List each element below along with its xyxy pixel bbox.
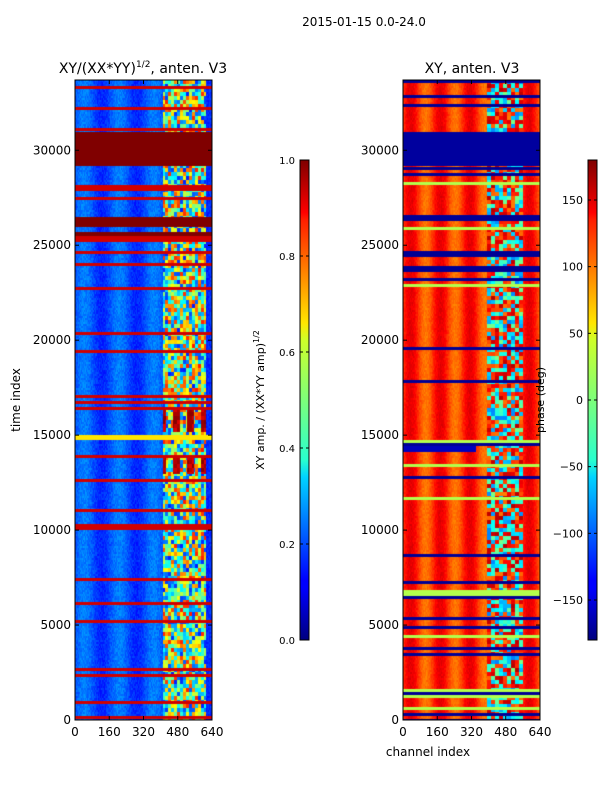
colorbar-tick-label: 1.0 [279, 156, 295, 167]
y-tick-label: 0 [63, 713, 71, 727]
y-tick-label: 15000 [361, 428, 399, 442]
phase-colorbar-label: phase (deg) [534, 367, 547, 433]
x-tick-label: 320 [460, 725, 483, 739]
colorbar-tick-label: 0.2 [279, 540, 295, 551]
colorbar-tick-label: 50 [569, 327, 583, 340]
colorbar-tick-label: 0.0 [279, 636, 295, 647]
y-tick-label: 20000 [33, 333, 71, 347]
amp-panel: XY/(XX*YY)1/2, anten. V3 0 160 320 480 640 0… [9, 60, 227, 739]
y-tick-label: 10000 [33, 523, 71, 537]
phase-colorbar-ticks: −150 −100 −50 0 50 100 150 [553, 194, 597, 607]
x-tick-label: 0 [71, 725, 79, 739]
x-tick-label: 160 [98, 725, 121, 739]
colorbar-tick-label: 100 [562, 261, 583, 274]
phase-panel: XY, anten. V3 0 160 320 480 640 0 5000 10000 15… [361, 61, 552, 759]
phase-y-ticks: 0 5000 10000 15000 20000 25000 30000 [361, 143, 540, 727]
amp-heatmap-raster [75, 80, 212, 720]
x-tick-label: 480 [494, 725, 517, 739]
y-tick-label: 0 [391, 713, 399, 727]
colorbar-tick-label: −50 [560, 461, 583, 474]
x-tick-label: 480 [166, 725, 189, 739]
amp-title: XY/(XX*YY)1/2, anten. V3 [59, 60, 227, 77]
x-tick-label: 640 [529, 725, 552, 739]
amp-colorbar-ticks: 0.0 0.2 0.4 0.6 0.8 1.0 [279, 156, 309, 647]
y-tick-label: 15000 [33, 428, 71, 442]
colorbar-tick-label: −150 [553, 594, 583, 607]
y-tick-label: 25000 [33, 238, 71, 252]
colorbar-tick-label: 150 [562, 194, 583, 207]
colorbar-tick-label: 0.6 [279, 348, 295, 359]
y-tick-label: 30000 [33, 143, 71, 157]
amp-ylabel: time index [9, 368, 23, 432]
colorbar-tick-label: −100 [553, 527, 583, 540]
y-tick-label: 5000 [40, 618, 71, 632]
amp-x-ticks: 0 160 320 480 640 [71, 80, 223, 739]
phase-heatmap-raster [403, 80, 540, 720]
y-tick-label: 5000 [368, 618, 399, 632]
y-tick-label: 30000 [361, 143, 399, 157]
colorbar-tick-label: 0 [576, 394, 583, 407]
amp-colorbar: 0.0 0.2 0.4 0.6 0.8 1.0 XY amp. / (XX*YY amp)… [252, 156, 310, 647]
amp-y-ticks: 0 5000 10000 15000 20000 25000 30000 [33, 143, 212, 727]
amp-colorbar-bar [299, 159, 310, 641]
phase-x-ticks: 0 160 320 480 640 [399, 80, 551, 739]
phase-heatmap [403, 80, 540, 720]
figure-suptitle: 2015-01-15 0.0-24.0 [302, 15, 426, 29]
x-tick-label: 320 [132, 725, 155, 739]
colorbar-tick-label: 0.4 [279, 444, 295, 455]
x-tick-label: 640 [201, 725, 224, 739]
phase-xlabel: channel index [386, 745, 470, 759]
phase-title: XY, anten. V3 [425, 61, 520, 77]
x-tick-label: 160 [426, 725, 449, 739]
y-tick-label: 20000 [361, 333, 399, 347]
y-tick-label: 10000 [361, 523, 399, 537]
x-tick-label: 0 [399, 725, 407, 739]
amp-colorbar-label: XY amp. / (XX*YY amp)1/2 [252, 330, 267, 470]
colorbar-tick-label: 0.8 [279, 252, 295, 263]
y-tick-label: 25000 [361, 238, 399, 252]
phase-colorbar: −150 −100 −50 0 50 100 150 phase (deg) [534, 159, 598, 641]
amp-heatmap [75, 80, 212, 720]
